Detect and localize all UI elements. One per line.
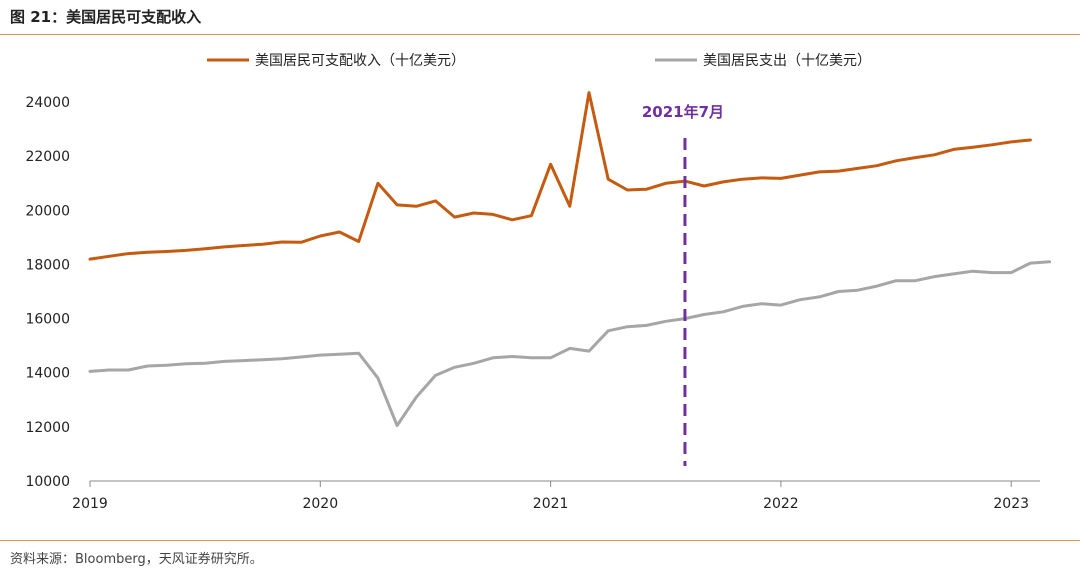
x-tick-label: 2021 (533, 496, 569, 512)
figure-title: 图 21：美国居民可支配收入 (10, 8, 202, 26)
header-rule (0, 34, 1080, 35)
x-axis-ticks: 2019 2020 2021 2022 2023 (72, 481, 1029, 512)
x-tick-label: 2023 (993, 496, 1029, 512)
y-axis-ticks: 10000 12000 14000 16000 18000 20000 22000 24000 (25, 95, 70, 490)
x-tick-label: 2020 (302, 496, 338, 512)
footer-rule (0, 540, 1080, 541)
series-line-2 (88, 260, 1052, 427)
y-tick-label: 10000 (25, 474, 70, 490)
series-line-1 (88, 91, 1032, 261)
source-note: 资料来源：Bloomberg，天风证券研究所。 (10, 552, 263, 567)
y-tick-label: 12000 (25, 420, 70, 436)
legend-label-2: 美国居民支出（十亿美元） (703, 53, 871, 69)
y-tick-label: 24000 (25, 95, 70, 111)
legend-label-1: 美国居民可支配收入（十亿美元） (255, 53, 465, 69)
y-tick-label: 18000 (25, 257, 70, 273)
y-tick-label: 16000 (25, 312, 70, 328)
annotation-layer: 2021年7月 (642, 103, 724, 466)
legend: 美国居民可支配收入（十亿美元） 美国居民支出（十亿美元） (207, 53, 871, 69)
x-tick-label: 2019 (72, 496, 108, 512)
series-layer (88, 91, 1052, 427)
y-tick-label: 20000 (25, 203, 70, 219)
annotation-label: 2021年7月 (642, 103, 724, 121)
x-tick-label: 2022 (763, 496, 799, 512)
y-tick-label: 14000 (25, 366, 70, 382)
y-tick-label: 22000 (25, 149, 70, 165)
